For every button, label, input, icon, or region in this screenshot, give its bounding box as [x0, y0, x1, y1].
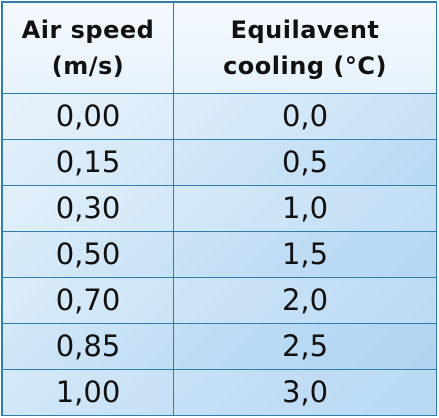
air-speed-cell: 0,85	[2, 323, 174, 370]
table-row: 1,00 3,0	[2, 369, 437, 416]
cooling-cell: 0,5	[173, 139, 437, 186]
header-line: (m/s)	[51, 52, 125, 80]
air-speed-cell: 0,50	[2, 231, 174, 278]
air-speed-cell: 0,15	[2, 139, 174, 186]
cooling-cell: 2,0	[173, 277, 437, 324]
column-header-air-speed: Air speed (m/s)	[2, 2, 174, 94]
air-speed-cell: 0,30	[2, 185, 174, 232]
table-row: 0,85 2,5	[2, 323, 437, 370]
header-line: Equilavent	[230, 16, 380, 44]
air-speed-cell: 1,00	[2, 369, 174, 416]
header-line: cooling (°C)	[223, 52, 387, 80]
column-header-equivalent-cooling: Equilavent cooling (°C)	[173, 2, 437, 94]
table-row: 0,00 0,0	[2, 93, 437, 140]
header-row: Air speed (m/s) Equilavent cooling (°C)	[2, 2, 437, 94]
header-line: Air speed	[21, 16, 155, 44]
air-speed-cell: 0,00	[2, 93, 174, 140]
air-speed-cell: 0,70	[2, 277, 174, 324]
cooling-cell: 3,0	[173, 369, 437, 416]
cooling-cell: 0,0	[173, 93, 437, 140]
cooling-cell: 1,5	[173, 231, 437, 278]
cooling-cell: 1,0	[173, 185, 437, 232]
table-row: 0,70 2,0	[2, 277, 437, 324]
table-row: 0,15 0,5	[2, 139, 437, 186]
cooling-cell: 2,5	[173, 323, 437, 370]
table-row: 0,30 1,0	[2, 185, 437, 232]
table-row: 0,50 1,5	[2, 231, 437, 278]
